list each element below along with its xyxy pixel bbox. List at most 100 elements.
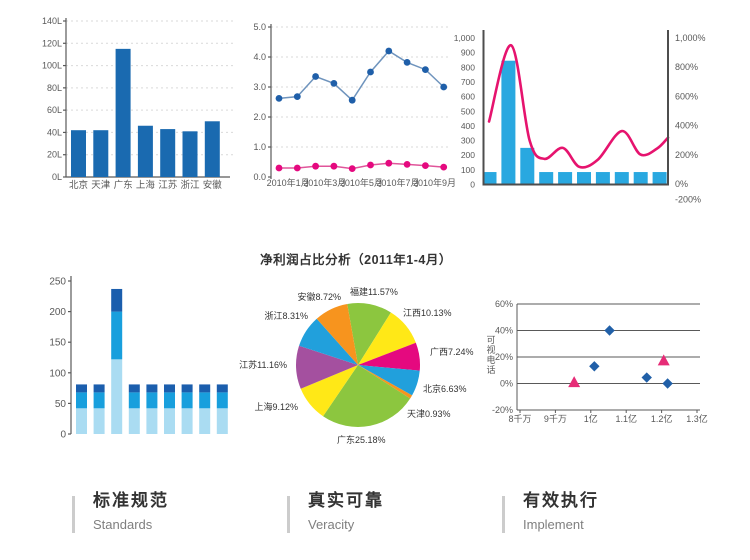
scatter-point-diamond [641,372,652,383]
footer-item-veracity: 真实可靠 Veracity [287,491,384,533]
axis-label: 250 [49,277,66,288]
x-axis-label: 8千万 [508,414,531,424]
pie-label: 广西7.24% [430,346,474,357]
bar [501,60,516,185]
axis-label: 100 [49,368,66,379]
data-point [348,96,356,104]
footer-item-implement: 有效执行 Implement [502,491,599,533]
axis-label: 300 [461,136,475,146]
bar [137,125,153,177]
bar [520,147,535,185]
axis-label: 80L [47,83,62,93]
data-point [275,95,283,102]
x-axis-label: 2010年5月 [340,177,383,188]
axis-label: 100 [461,165,475,175]
pie-label: 上海9.12% [254,401,298,412]
scatter-point-diamond [589,361,600,372]
pie-label: 江苏11.16% [239,359,287,370]
axis-label: 140L [42,16,62,26]
footer-title: 标准规范 [93,491,169,510]
data-point [275,164,283,172]
pie-slice [358,365,413,399]
bar-segment [199,384,211,393]
axis-label: 200 [461,150,475,160]
bar-segment [93,384,105,393]
pie-label: 福建11.57% [350,286,398,297]
divider [502,496,505,533]
combo-chart: 0 100 200 300 400 500 600 700 800 900 1,000 1,000% 8… [454,30,706,205]
pie-label: 天津0.93% [407,409,451,419]
bar [160,129,176,177]
scatter-point-triangle [568,376,581,388]
y-axis-title: 可 [486,335,495,345]
axis-label: 60L [47,105,62,115]
bar-segment [76,408,87,434]
data-point [440,83,448,91]
x-axis-label: 北京 [69,179,88,191]
pie-label: 安徽8.72% [297,291,341,302]
axis-label: 0.0 [253,172,266,182]
axis-label: 1,000 [454,33,476,43]
divider [287,496,290,533]
axis-label: 600% [675,91,698,101]
axis-label: -200% [675,195,701,205]
bar-segment [164,408,175,434]
x-axis-label: 2010年1月 [267,177,310,188]
data-point [367,161,374,169]
data-point [293,93,301,100]
pie-chart-title: 净利润占比分析（2011年1-4月） [260,253,452,267]
data-point [293,164,301,172]
axis-label: 200% [675,150,698,160]
pie-slice [316,303,358,365]
data-point [348,165,356,173]
bar [633,172,648,185]
footer-subtitle: Veracity [308,516,355,532]
axis-label: 100L [42,61,62,71]
data-point [403,59,411,66]
stacked-bar-chart: 0 50 100 150 200 250 [49,276,228,441]
pie-slice [296,345,358,389]
axis-label: 800% [675,62,698,72]
bar-segment [93,392,105,409]
line-chart-months: 0.01.02.03.04.05.02010年1月2010年3月2010年5月2… [253,22,456,188]
x-axis-label: 9千万 [544,414,567,424]
axis-label: 800 [461,62,475,72]
bar [482,172,497,185]
axis-label: 5.0 [253,22,266,32]
bar [182,131,198,177]
data-point [422,66,429,73]
x-axis-label: 1.1亿 [615,413,637,424]
bar [558,172,573,185]
bar-segment [181,384,193,393]
footer-title: 有效执行 [523,491,599,510]
axis-label: 400 [461,121,475,131]
series-line [279,162,444,170]
axis-label: 1.0 [253,142,266,152]
bar [614,172,629,185]
axis-label: 40% [495,326,513,336]
pie-label: 浙江8.31% [264,310,308,321]
axis-label: 0L [52,172,62,182]
footer-title: 真实可靠 [308,491,384,510]
bar-segment [111,288,123,312]
bar [115,48,131,177]
bar-chart-regions: 0L 20L 40L 60L 80L 100L 120L 140L 北京 天津 广东 上海 江苏 浙江 安徽 [42,16,233,191]
pie-slice [358,312,416,365]
bar-segment [164,384,175,393]
bar-segment [128,384,140,393]
data-point [330,162,338,170]
pie-slice [358,365,420,396]
bar [71,130,86,177]
axis-label: 20% [495,352,513,362]
pie-chart: 福建11.57% 江西10.13% 广西7.24% 北京6.63% 天津0.93% 广东2… [239,286,473,445]
x-axis-label: 江苏 [158,179,178,191]
footer-subtitle: Implement [523,516,584,532]
bar-segment [216,384,228,393]
data-point [312,162,319,170]
axis-label: 200 [49,307,66,318]
bar-segment [146,392,158,409]
x-axis-label: 2010年3月 [303,177,346,188]
x-axis-label: 2010年7月 [376,177,419,188]
